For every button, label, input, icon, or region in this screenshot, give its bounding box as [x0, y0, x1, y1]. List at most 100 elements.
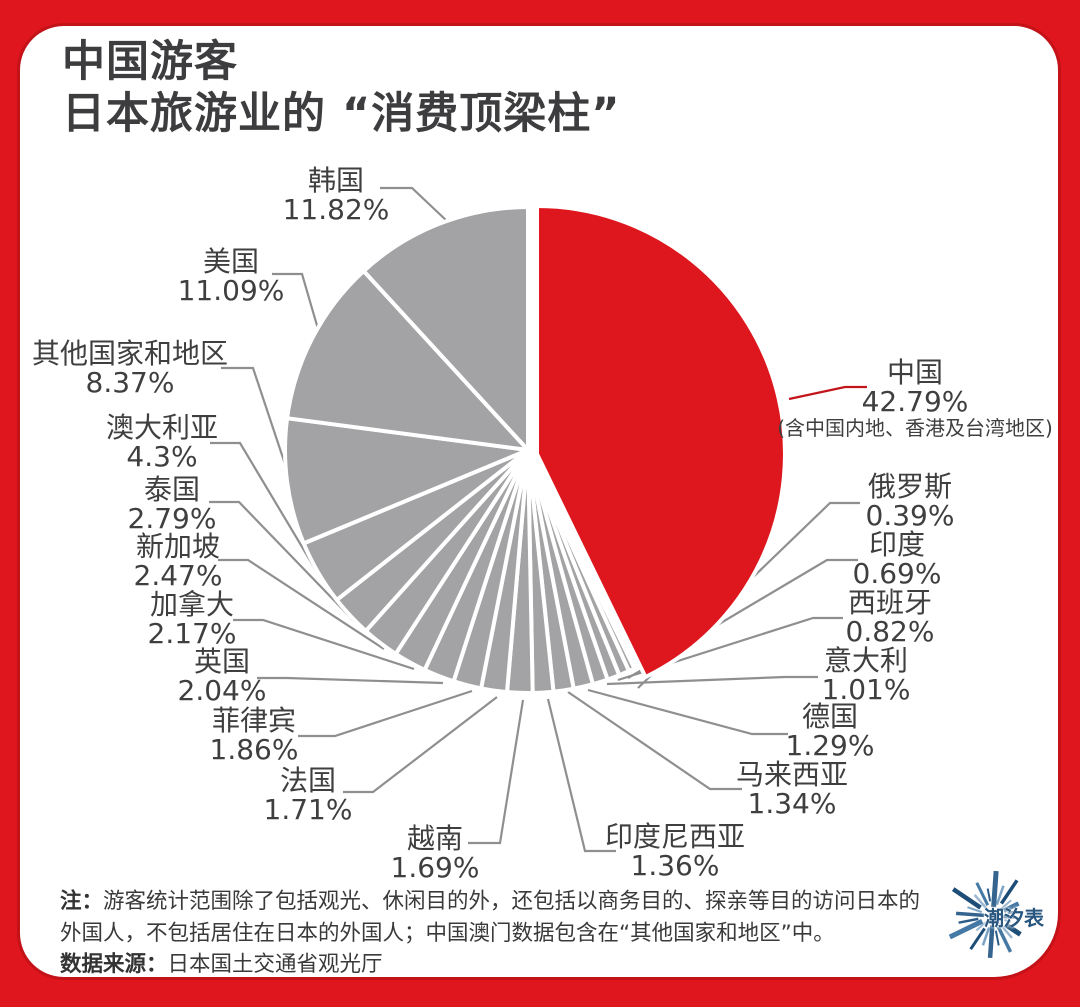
pie-label-thailand: 泰国 2.79% — [62, 475, 282, 533]
label-name: 意大利 — [823, 644, 908, 677]
leader-line-spain — [617, 616, 843, 682]
label-name: 美国 — [202, 245, 259, 278]
note-line-1: 注：游客统计范围除了包括观光、休闲目的外，还包括以商务目的、探亲等目的访问日本的 — [60, 889, 921, 914]
label-name: 泰国 — [143, 473, 200, 506]
leader-line-thailand — [209, 500, 355, 622]
label-name: 法国 — [279, 764, 336, 797]
leader-line-italy — [606, 675, 818, 686]
starburst-ray — [1007, 910, 1018, 915]
pie-label-korea: 韩国 11.82% — [226, 166, 446, 224]
footnote: 注：游客统计范围除了包括观光、休闲目的外，还包括以商务目的、探亲等目的访问日本的… — [60, 886, 920, 981]
starburst-ray — [991, 870, 999, 908]
pie-label-spain: 西班牙 0.82% — [780, 588, 1000, 646]
page-title: 中国游客 日本旅游业的 “消费顶梁柱” — [62, 36, 621, 141]
source-text: 日本国土交通省观光厅 — [167, 952, 383, 977]
starburst-ray — [996, 926, 1013, 953]
label-value: 1.34% — [747, 787, 837, 820]
label-value: 8.37% — [85, 366, 175, 399]
pie-label-singapore: 新加坡 2.47% — [68, 532, 288, 590]
label-name: 菲律宾 — [211, 704, 296, 737]
label-name: 澳大利亚 — [105, 411, 218, 444]
label-value: 1.01% — [821, 673, 911, 706]
label-name: 加拿大 — [149, 588, 234, 621]
pie-label-italy: 意大利 1.01% — [756, 646, 976, 704]
label-name: 新加坡 — [135, 530, 220, 563]
pie-label-canada: 加拿大 2.17% — [82, 590, 302, 648]
pie-slice-china — [535, 203, 787, 680]
leader-line-china — [788, 385, 867, 401]
starburst-ray — [948, 919, 984, 940]
label-sublabel: (含中国内地、香港及台湾地区) — [777, 416, 1053, 440]
label-value: 2.47% — [133, 559, 223, 592]
label-value: 0.69% — [852, 557, 942, 590]
leader-line-philippines — [298, 689, 473, 738]
pie-label-indonesia: 印度尼西亚 1.36% — [565, 822, 785, 880]
pie-slice-others — [283, 415, 536, 547]
leader-line-france — [343, 696, 498, 794]
starburst-ray — [973, 894, 989, 911]
starburst-ray — [987, 924, 995, 959]
leader-line-germany — [587, 688, 788, 736]
pie-label-germany: 德国 1.29% — [720, 702, 940, 760]
pie-label-usa: 美国 11.09% — [121, 247, 341, 305]
pie-label-france: 法国 1.71% — [198, 766, 418, 824]
label-name: 英国 — [193, 645, 250, 678]
pie-label-philippines: 菲律宾 1.86% — [144, 706, 364, 764]
pie-label-vietnam: 越南 1.69% — [325, 824, 545, 882]
label-value: 0.82% — [845, 615, 935, 648]
starburst-ray — [999, 899, 1012, 911]
starburst-ray — [997, 921, 1013, 939]
label-name: 中国 — [886, 356, 943, 389]
title-line-2: 日本旅游业的 “消费顶梁柱” — [62, 89, 621, 140]
leader-line-indonesia — [546, 698, 616, 853]
leader-line-canada — [233, 618, 415, 671]
label-name: 韩国 — [307, 164, 364, 197]
label-value: 0.39% — [865, 499, 955, 532]
label-value: 2.17% — [147, 617, 237, 650]
label-value: 11.82% — [282, 193, 390, 226]
label-name: 马来西亚 — [735, 758, 848, 791]
source-label: 数据来源： — [60, 952, 168, 977]
pie-label-uk: 英国 2.04% — [112, 647, 332, 705]
label-name: 印度 — [868, 528, 925, 561]
leader-line-others — [221, 366, 294, 486]
label-name: 西班牙 — [847, 586, 932, 619]
starburst-ray — [981, 926, 991, 946]
leader-line-malaysia — [567, 691, 742, 791]
starburst-ray — [999, 879, 1019, 905]
note-prefix: 注： — [60, 889, 104, 914]
starburst-ray — [1004, 918, 1011, 923]
label-name: 其他国家和地区 — [31, 337, 228, 370]
leader-line-uk — [257, 676, 444, 685]
starburst-ray — [951, 887, 982, 910]
label-value: 1.86% — [209, 733, 299, 766]
starburst-ray — [995, 885, 1005, 906]
label-name: 印度尼西亚 — [604, 820, 745, 853]
leader-line-australia — [210, 441, 321, 578]
source-line: 数据来源：日本国土交通省观光厅 — [60, 949, 920, 981]
label-value: 11.09% — [177, 274, 285, 307]
starburst-ray — [969, 927, 986, 951]
starburst-icon — [948, 870, 1022, 959]
starburst-ray — [1002, 901, 1020, 913]
starburst-ray — [958, 917, 979, 924]
label-name: 德国 — [801, 700, 858, 733]
starburst-ray — [975, 882, 990, 906]
pie-label-others: 其他国家和地区 8.37% — [20, 339, 240, 397]
starburst-ray — [1004, 922, 1022, 937]
note-line-2: 外国人，不包括居住在日本的外国人；中国澳门数据包含在“其他国家和地区”中。 — [60, 920, 835, 946]
pie-label-china: 中国 42.79% (含中国内地、香港及台湾地区) — [765, 358, 1065, 440]
label-value: 4.3% — [126, 440, 198, 473]
label-name: 俄罗斯 — [867, 470, 952, 503]
leader-line-korea — [380, 186, 449, 223]
pie-label-australia: 澳大利亚 4.3% — [52, 413, 272, 471]
pie-label-russia: 俄罗斯 0.39% — [800, 472, 1020, 530]
starburst-ray — [1001, 915, 1015, 919]
leader-line-singapore — [218, 558, 385, 650]
pie-slice-usa — [284, 268, 534, 453]
label-value: 2.79% — [127, 502, 217, 535]
starburst-ray — [975, 921, 987, 932]
